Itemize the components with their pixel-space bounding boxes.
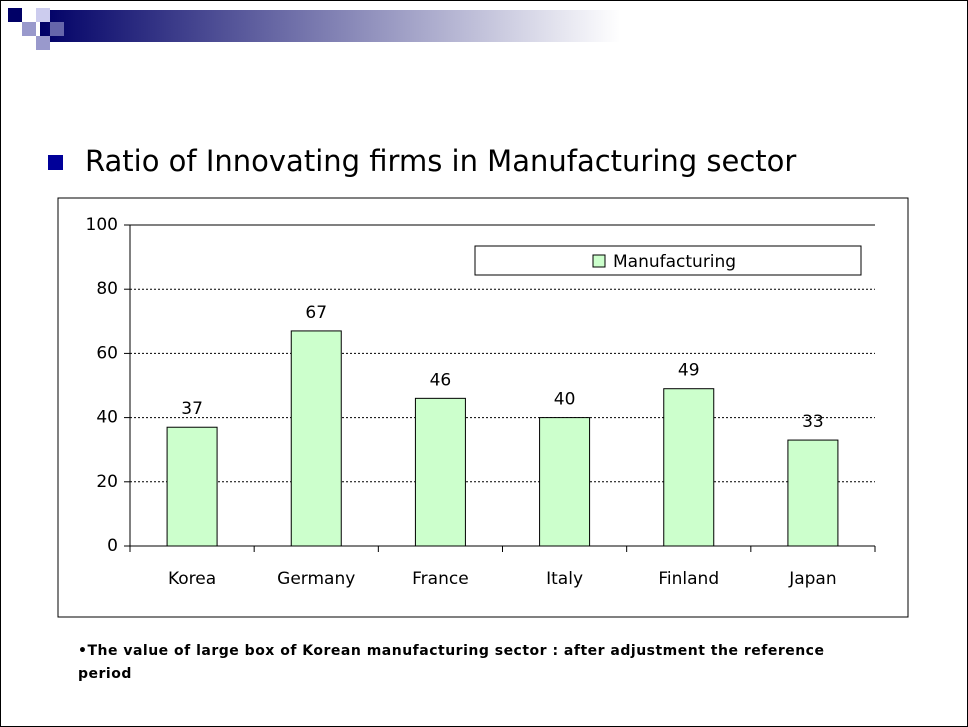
bar (290, 330, 342, 547)
x-tick-label: Japan (788, 569, 836, 589)
bar (166, 426, 218, 547)
data-label: 67 (305, 303, 327, 323)
data-label: 46 (430, 370, 452, 390)
bar (539, 417, 591, 547)
y-tick-label: 60 (96, 343, 118, 363)
y-tick-label: 40 (96, 408, 118, 428)
x-tick-label: Germany (277, 569, 355, 589)
legend (474, 245, 862, 276)
data-label: 37 (181, 399, 203, 419)
decor (22, 22, 36, 36)
y-tick-label: 100 (86, 215, 118, 235)
y-tick-label: 80 (96, 279, 118, 299)
decor (8, 8, 22, 22)
footnote: •The value of large box of Korean manufa… (78, 643, 825, 682)
bar (663, 388, 715, 547)
bar (414, 397, 466, 547)
decor (50, 22, 64, 36)
title-bullet (48, 155, 63, 170)
bar (787, 439, 839, 547)
x-tick-label: Italy (546, 569, 583, 589)
data-label: 33 (802, 412, 824, 432)
y-tick-label: 20 (96, 472, 118, 492)
chart-title: Ratio of Innovating firms in Manufacturi… (85, 144, 796, 178)
x-tick-label: Korea (168, 569, 216, 589)
legend-swatch (592, 254, 606, 268)
y-tick-label: 0 (107, 536, 118, 556)
legend-label: Manufacturing (613, 252, 736, 272)
data-label: 40 (554, 390, 576, 410)
decor (36, 36, 50, 50)
x-tick-label: France (412, 569, 469, 589)
data-label: 49 (678, 361, 700, 381)
x-tick-label: Finland (658, 569, 719, 589)
decor (36, 8, 50, 22)
header-bar (40, 10, 620, 42)
